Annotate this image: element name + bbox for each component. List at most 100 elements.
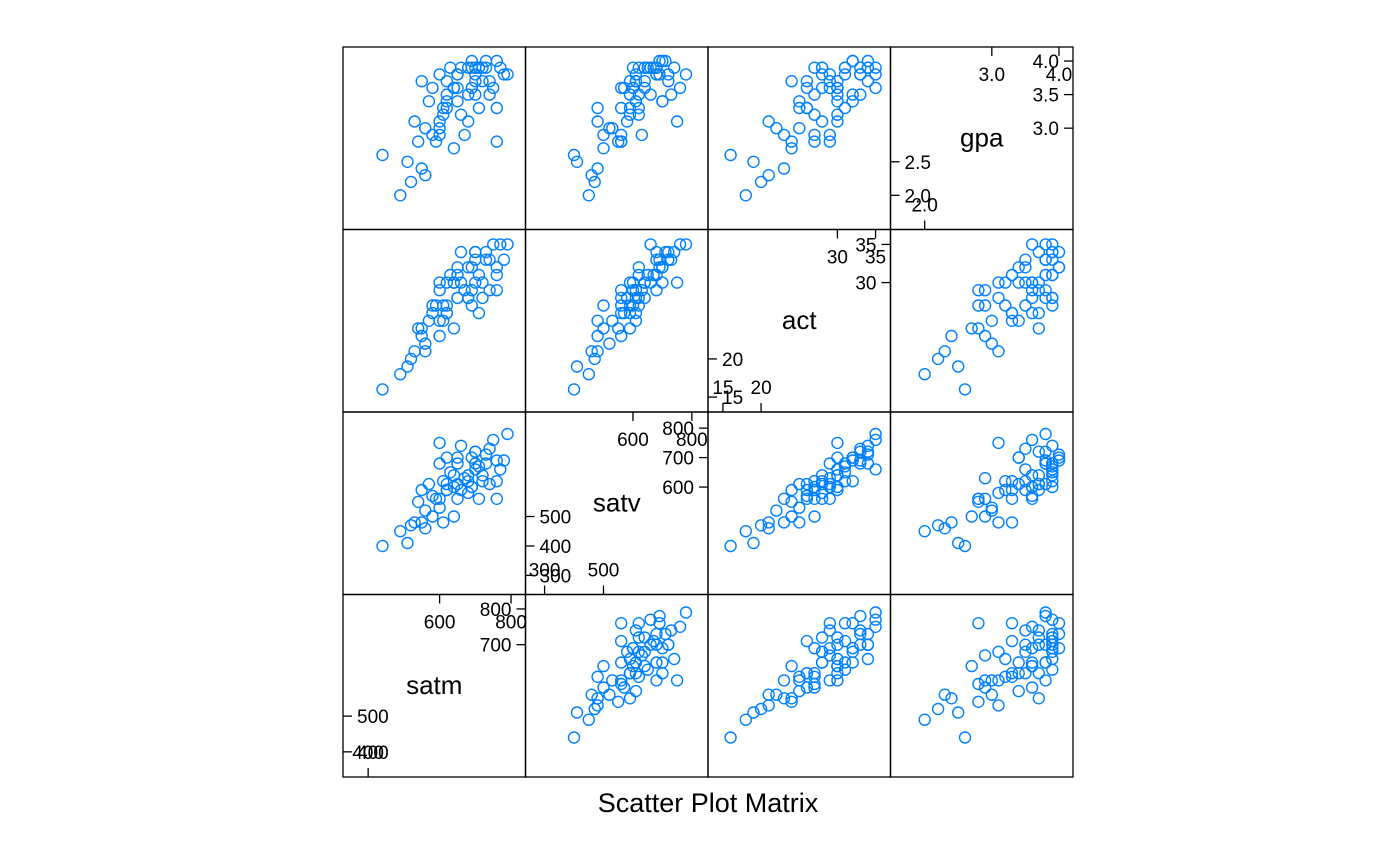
scatter-point-satm-vs-gpa <box>1052 642 1066 655</box>
scatter-point-gpa-vs-act <box>838 68 852 81</box>
scatter-point-gpa-vs-satm <box>419 121 432 135</box>
scatter-point-satv-vs-act <box>808 483 821 497</box>
scatter-point-gpa-vs-satm <box>469 88 482 101</box>
scatter-point-act-vs-satv <box>615 291 628 305</box>
scatter-point-act-vs-satm <box>433 276 446 289</box>
scatter-point-satv-vs-satm <box>447 510 461 523</box>
scatter-point-act-vs-satv <box>644 238 657 251</box>
scatter-point-satv-vs-act <box>854 454 867 467</box>
scatter-point-act-vs-gpa <box>978 329 992 343</box>
scatter-point-satv-vs-satm <box>415 483 428 497</box>
scatter-point-gpa-vs-satm <box>451 81 464 95</box>
scatter-point-act-vs-satm <box>490 261 503 274</box>
scatter-point-act-vs-gpa <box>1025 238 1039 251</box>
scatter-point-satv-vs-act <box>838 466 852 479</box>
scatter-point-satm-vs-gpa <box>1005 667 1019 680</box>
scatter-point-satm-vs-satv <box>597 659 610 673</box>
diag-tick-label-right-satm: 800 <box>480 600 512 621</box>
scatter-point-satm-vs-gpa <box>1052 627 1066 641</box>
scatter-point-act-vs-satm <box>433 284 446 297</box>
scatter-point-satv-vs-act <box>838 457 852 470</box>
scatter-point-gpa-vs-satm <box>447 142 461 155</box>
scatter-point-gpa-vs-satv <box>615 101 628 115</box>
scatter-point-act-vs-satm <box>433 329 446 343</box>
scatter-point-satm-vs-act <box>854 627 867 641</box>
scatter-point-act-vs-satv <box>629 314 643 327</box>
scatter-point-gpa-vs-act <box>846 88 859 101</box>
scatter-point-satv-vs-satm <box>490 492 503 505</box>
scatter-point-gpa-vs-act <box>754 175 768 189</box>
scatter-point-satm-vs-satv <box>653 617 666 630</box>
scatter-point-gpa-vs-act <box>861 54 875 68</box>
scatter-point-satv-vs-act <box>800 489 814 503</box>
scatter-point-satm-vs-act <box>869 613 882 626</box>
scatter-point-gpa-vs-act <box>800 74 814 88</box>
scatter-point-act-vs-satv <box>585 345 598 358</box>
scatter-point-act-vs-satv <box>632 299 645 312</box>
scatter-point-act-vs-satm <box>462 291 475 305</box>
scatter-point-satm-vs-satv <box>623 667 637 680</box>
scatter-point-act-vs-satm <box>419 337 432 350</box>
scatter-point-gpa-vs-satm <box>469 68 482 81</box>
scatter-point-gpa-vs-act <box>823 74 836 88</box>
scatter-point-act-vs-gpa <box>992 345 1005 358</box>
scatter-point-satv-vs-gpa <box>1039 427 1052 441</box>
scatter-point-satm-vs-gpa <box>1032 667 1046 680</box>
scatter-point-satm-vs-gpa <box>1032 692 1046 705</box>
scatter-point-gpa-vs-satm <box>472 101 486 115</box>
scatter-point-satm-vs-satv <box>629 656 643 669</box>
scatter-point-satm-vs-gpa <box>938 688 951 701</box>
scatter-point-act-vs-satm <box>469 276 482 289</box>
scatter-point-gpa-vs-satv <box>653 54 666 68</box>
scatter-point-gpa-vs-satv <box>612 135 625 148</box>
scatter-point-act-vs-satv <box>623 299 637 312</box>
scatter-point-act-vs-gpa <box>1032 306 1046 320</box>
scatter-point-act-vs-satm <box>497 253 511 266</box>
scatter-point-satm-vs-satv <box>603 688 616 701</box>
scatter-point-act-vs-satm <box>437 299 450 312</box>
scatter-point-satm-vs-gpa <box>1039 638 1052 651</box>
scatter-point-act-vs-gpa <box>1025 291 1039 305</box>
scatter-point-gpa-vs-satv <box>629 95 643 108</box>
scatter-point-gpa-vs-act <box>831 81 844 95</box>
scatter-point-satv-vs-gpa <box>1032 469 1046 482</box>
scatter-point-satm-vs-gpa <box>972 617 985 630</box>
scatter-point-satv-vs-satm <box>462 469 475 482</box>
scatter-point-gpa-vs-act <box>770 121 783 135</box>
scatter-point-satv-vs-gpa <box>1039 457 1052 470</box>
scatter-point-act-vs-satm <box>454 276 468 289</box>
scatter-point-act-vs-satm <box>490 268 503 282</box>
scatter-point-satv-vs-satm <box>376 539 389 553</box>
scatter-point-satm-vs-act <box>831 652 844 666</box>
scatter-point-satv-vs-gpa <box>1046 469 1059 482</box>
scatter-point-act-vs-satm <box>401 360 414 373</box>
scatter-point-gpa-vs-satm <box>433 115 446 128</box>
scatter-point-act-vs-gpa <box>1032 284 1046 297</box>
scatter-point-satv-vs-gpa <box>1032 445 1046 458</box>
scatter-point-gpa-vs-act <box>762 115 775 128</box>
scatter-point-satv-vs-act <box>815 469 829 482</box>
axes-layer <box>343 47 1073 777</box>
scatter-point-act-vs-gpa <box>1012 261 1025 274</box>
scatter-point-gpa-vs-act <box>823 68 836 81</box>
scatter-point-act-vs-satv <box>615 329 628 343</box>
diag-tick-label-bottom-act: 15 <box>712 378 733 399</box>
scatter-point-satv-vs-act <box>800 483 814 497</box>
scatter-point-act-vs-satv <box>597 322 610 335</box>
scatter-point-satv-vs-gpa <box>1012 451 1025 464</box>
scatter-point-satm-vs-satv <box>665 624 678 637</box>
scatter-point-satm-vs-satv <box>585 688 598 701</box>
scatter-point-gpa-vs-satm <box>479 54 493 68</box>
scatter-point-gpa-vs-act <box>724 148 737 162</box>
scatter-point-satv-vs-act <box>793 501 806 514</box>
scatter-point-act-vs-satv <box>668 245 681 259</box>
scatter-point-satm-vs-satv <box>591 670 604 683</box>
scatter-point-satv-vs-act <box>854 457 867 470</box>
diag-label-satm: satm <box>406 670 462 700</box>
diag-label-gpa: gpa <box>960 122 1004 152</box>
diag-tick-label-left-act: 15 <box>722 388 743 409</box>
scatter-point-gpa-vs-satm <box>458 128 471 142</box>
scatter-point-act-vs-gpa <box>1025 276 1039 289</box>
scatter-point-satm-vs-satv <box>626 642 640 655</box>
